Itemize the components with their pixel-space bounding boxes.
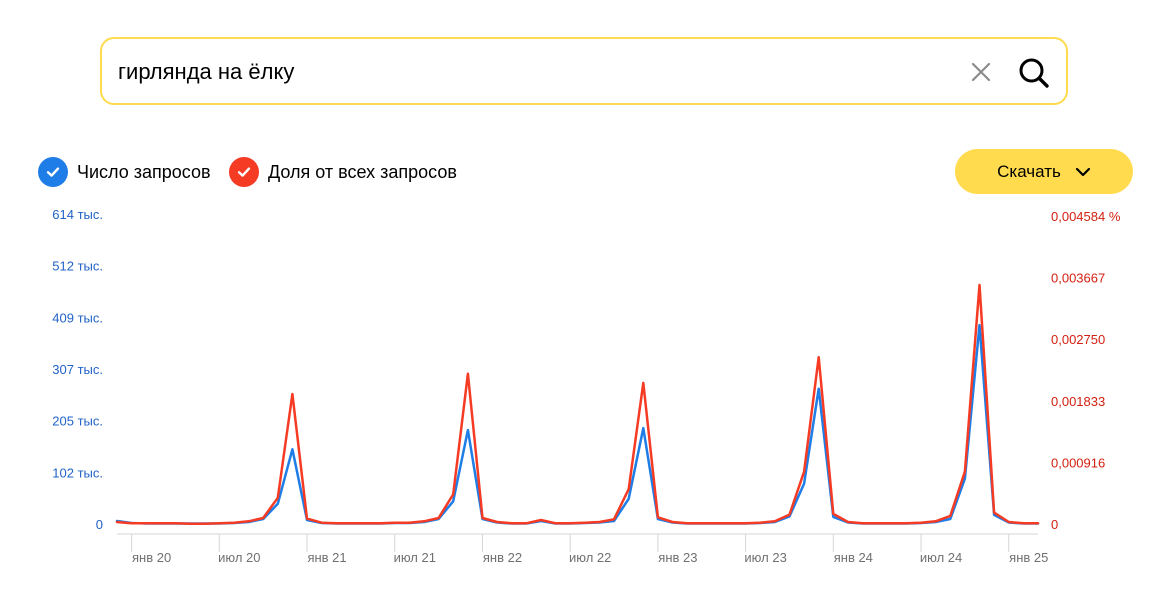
download-button[interactable]: Скачать	[955, 149, 1133, 194]
legend-label-count: Число запросов	[77, 161, 211, 182]
legend-item-count[interactable]: Число запросов	[38, 157, 211, 187]
y-right-tick-label: 0,004584 %	[1051, 209, 1121, 224]
y-left-tick-label: 614 тыс.	[52, 207, 103, 222]
check-icon	[229, 157, 259, 187]
x-axis: янв 20 июл 20 янв 21 июл 21 янв 22 июл 22 янв …	[117, 533, 1048, 565]
y-left-tick-label: 307 тыс.	[52, 362, 103, 377]
y-right-tick-label: 0,001833	[1051, 394, 1105, 409]
search-bar	[100, 37, 1068, 105]
x-tick-label: июл 24	[920, 550, 962, 565]
trend-chart: 0 102 тыс. 205 тыс. 307 тыс. 409 тыс. 512 тыс…	[52, 207, 1121, 565]
x-tick-label: янв 23	[658, 550, 697, 565]
search-icon	[1019, 58, 1049, 88]
y-left-tick-label: 0	[96, 517, 103, 532]
x-tick-label: июл 21	[394, 550, 436, 565]
left-axis-labels: 0 102 тыс. 205 тыс. 307 тыс. 409 тыс. 512 тыс…	[52, 207, 103, 532]
y-left-tick-label: 205 тыс.	[52, 413, 103, 428]
y-right-tick-label: 0	[1051, 517, 1058, 532]
close-icon	[971, 62, 991, 82]
y-left-tick-label: 409 тыс.	[52, 311, 103, 326]
x-tick-label: янв 20	[132, 550, 171, 565]
x-tick-label: июл 20	[218, 550, 260, 565]
x-tick-label: янв 25	[1009, 550, 1048, 565]
x-tick-label: янв 22	[483, 550, 522, 565]
chevron-down-icon	[1075, 167, 1091, 177]
y-right-tick-label: 0,002750	[1051, 332, 1105, 347]
right-axis-labels: 0 0,000916 0,001833 0,002750 0,003667 0,00458…	[1051, 209, 1121, 532]
download-label: Скачать	[997, 161, 1061, 181]
chart-series	[115, 283, 1040, 525]
legend-label-share: Доля от всех запросов	[268, 161, 457, 182]
check-icon	[38, 157, 68, 187]
y-left-tick-label: 512 тыс.	[52, 258, 103, 273]
x-tick-label: июл 22	[569, 550, 611, 565]
x-tick-label: июл 23	[744, 550, 786, 565]
x-tick-label: янв 24	[834, 550, 873, 565]
legend-item-share[interactable]: Доля от всех запросов	[229, 157, 457, 187]
series-line-count	[115, 323, 1040, 525]
series-line-share	[115, 283, 1040, 525]
search-input[interactable]	[118, 57, 938, 87]
y-right-tick-label: 0,000916	[1051, 455, 1105, 470]
clear-search-button[interactable]	[964, 55, 998, 89]
x-tick-label: янв 21	[307, 550, 346, 565]
search-button[interactable]	[1014, 53, 1054, 93]
y-right-tick-label: 0,003667	[1051, 271, 1105, 286]
y-left-tick-label: 102 тыс.	[52, 466, 103, 481]
